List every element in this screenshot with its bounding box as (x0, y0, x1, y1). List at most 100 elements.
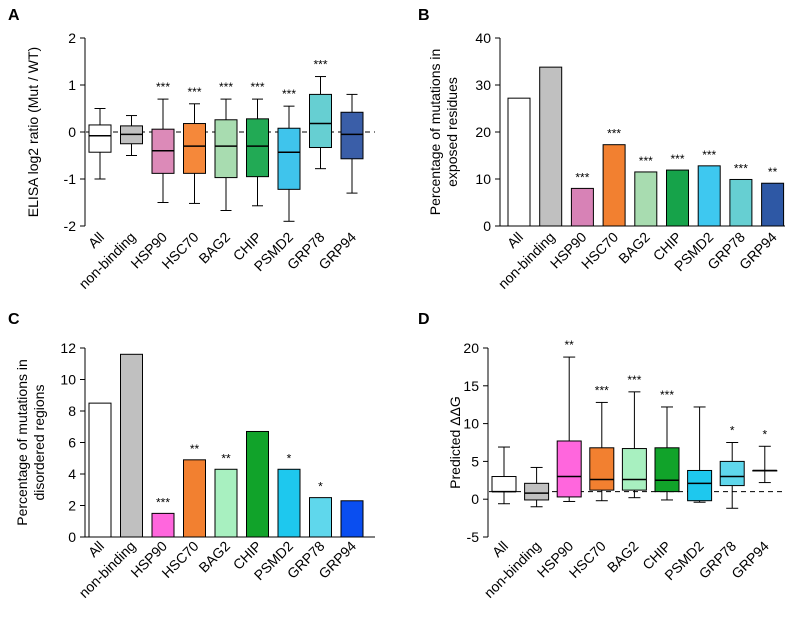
y-axis-title-line: Percentage of mutations in (14, 359, 30, 526)
y-tick-label-d: 15 (463, 378, 479, 394)
y-tick-label-c: 10 (60, 372, 76, 388)
bar-psmd2 (697, 165, 721, 227)
significance-label: *** (607, 127, 621, 141)
y-axis-title-b: Percentage of mutations inexposed residu… (427, 49, 460, 216)
box-grp78 (309, 93, 332, 149)
box-chip (654, 447, 680, 493)
y-tick-label-a: -2 (64, 218, 77, 234)
y-tick-label-a: 1 (68, 77, 76, 93)
significance-label: *** (639, 154, 653, 168)
box-all (88, 124, 112, 153)
y-tick-label-d: 20 (463, 340, 479, 356)
y-axis-title-a: ELISA log2 ratio (Mut / WT) (25, 47, 41, 217)
significance-label: * (762, 427, 767, 441)
significance-label: *** (156, 495, 170, 509)
significance-label: * (318, 480, 323, 494)
x-tick-label-bag2: BAG2 (615, 229, 653, 267)
y-tick-label-d: 5 (471, 453, 479, 469)
significance-label: *** (627, 373, 641, 387)
bar-chip (666, 169, 689, 227)
y-axis-title-c: Percentage of mutations indisordered reg… (14, 359, 47, 526)
bar-hsc70 (602, 144, 626, 227)
box-grp78 (719, 460, 745, 487)
y-tick-label-b: 20 (475, 124, 491, 140)
x-tick-label-bag2: BAG2 (195, 229, 233, 267)
x-tick-label-grp94: GRP94 (728, 538, 772, 582)
x-tick-label-bag2: BAG2 (604, 538, 642, 576)
significance-label: ** (190, 442, 200, 456)
y-axis-title-line: exposed residues (444, 77, 460, 187)
significance-label: *** (660, 388, 674, 402)
y-axis-title-line: Predicted ΔΔG (447, 396, 463, 489)
y-tick-label-c: 8 (68, 403, 76, 419)
panel-c-chart: C 0 2 4 6 8 10 12 Percentage of mutations indiso… (8, 311, 375, 601)
x-tick-label-all: All (85, 538, 107, 560)
bar-chip (246, 430, 269, 538)
bar-non-binding (539, 66, 563, 227)
significance-label: *** (702, 148, 716, 162)
y-tick-label-b: 10 (475, 171, 491, 187)
x-tick-label-all: All (85, 229, 107, 251)
panel-label-c: C (8, 311, 20, 328)
significance-label: *** (575, 170, 589, 184)
box-hsc70 (589, 447, 615, 491)
y-tick-label-d: 0 (471, 491, 479, 507)
significance-label: ** (768, 165, 778, 179)
significance-label: *** (187, 85, 201, 99)
y-tick-label-c: 2 (68, 498, 76, 514)
y-axis-title-d: Predicted ΔΔG (447, 396, 463, 489)
x-tick-label-all: All (489, 538, 511, 560)
y-axis-title-line: Percentage of mutations in (427, 49, 443, 216)
significance-label: *** (313, 58, 327, 72)
significance-label: *** (282, 87, 296, 101)
box-non-binding (524, 482, 550, 501)
bar-grp78 (309, 497, 332, 538)
box-bag2 (214, 119, 238, 179)
y-tick-label-b: 0 (483, 218, 491, 234)
panel-label-a: A (8, 7, 20, 24)
bar-psmd2 (277, 468, 301, 538)
y-tick-label-c: 0 (68, 529, 76, 545)
panel-label-b: B (418, 7, 430, 24)
significance-label: * (730, 424, 735, 438)
bar-hsp90 (151, 512, 175, 538)
y-axis-title-line: ELISA log2 ratio (Mut / WT) (25, 47, 41, 217)
significance-label: *** (734, 161, 748, 175)
y-tick-label-c: 12 (60, 340, 76, 356)
bar-bag2 (634, 171, 658, 227)
significance-label: *** (670, 152, 684, 166)
bar-grp78 (729, 178, 753, 227)
significance-label: *** (219, 80, 233, 94)
box-psmd2 (277, 127, 301, 190)
y-tick-label-c: 6 (68, 435, 76, 451)
y-tick-label-b: 30 (475, 77, 491, 93)
y-tick-label-a: 2 (68, 30, 76, 46)
bar-bag2 (214, 468, 238, 538)
y-axis-title-line: disordered regions (31, 385, 47, 501)
x-tick-label-all: All (504, 229, 526, 251)
bar-all (507, 97, 531, 227)
significance-label: * (287, 451, 292, 465)
panel-label-d: D (418, 311, 430, 328)
y-tick-label-d: -5 (467, 529, 480, 545)
x-tick-label-hsc70: HSC70 (566, 538, 609, 581)
box-hsp90 (556, 440, 582, 498)
significance-label: ** (565, 338, 575, 352)
significance-label: *** (156, 80, 170, 94)
box-all (491, 476, 517, 493)
box-hsc70 (183, 123, 206, 174)
y-tick-label-a: 0 (68, 124, 76, 140)
y-tick-label-d: 10 (463, 416, 479, 432)
y-tick-label-c: 4 (68, 466, 76, 482)
bar-non-binding (120, 353, 143, 538)
bar-grp94 (340, 500, 364, 538)
y-tick-label-b: 40 (475, 30, 491, 46)
x-tick-label-bag2: BAG2 (195, 538, 233, 576)
bar-all (88, 402, 112, 538)
box-grp94 (340, 111, 364, 160)
bar-grp94 (761, 182, 785, 227)
bar-hsc70 (183, 459, 206, 538)
